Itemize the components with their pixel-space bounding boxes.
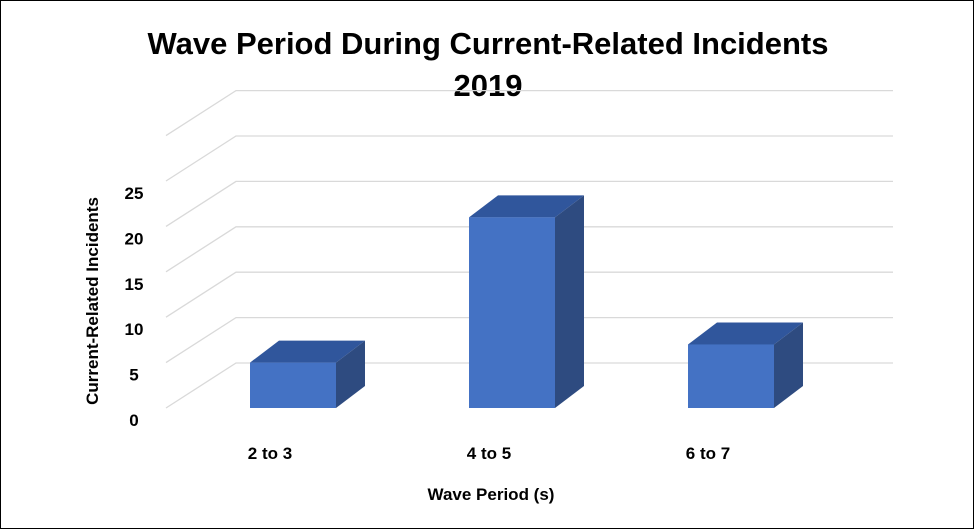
gridline [165, 226, 893, 273]
bar-top [688, 322, 803, 345]
bar-front [469, 217, 555, 408]
chart-subtitle: 2019 [453, 68, 523, 103]
x-axis-title: Wave Period (s) [428, 485, 555, 504]
y-tick-label: 20 [125, 229, 144, 248]
y-tick-label: 15 [125, 275, 144, 294]
gridline [165, 180, 893, 227]
gridline [165, 89, 893, 137]
gridline [165, 135, 893, 182]
bars [250, 195, 803, 408]
chart-title-line: Wave Period During Current-Related Incid… [147, 26, 829, 61]
gridlines [165, 89, 893, 409]
y-tick-label: 0 [129, 411, 138, 430]
chart-title: Wave Period During Current-Related Incid… [1, 23, 974, 107]
x-tick-label: 6 to 7 [686, 444, 730, 463]
bar [469, 195, 584, 408]
y-axis-ticks: 0 5 10 15 20 25 [125, 184, 144, 430]
y-axis-title: Current-Related Incidents [83, 197, 102, 405]
x-tick-label: 4 to 5 [467, 444, 511, 463]
bar-side [336, 340, 365, 408]
gridline [165, 362, 893, 409]
y-tick-label: 5 [129, 366, 138, 385]
bar [250, 340, 365, 408]
x-tick-label: 2 to 3 [248, 444, 292, 463]
x-axis-ticks: 2 to 3 4 to 5 6 to 7 [248, 444, 730, 463]
gridline [165, 271, 893, 318]
bar-front [250, 362, 336, 408]
y-tick-label: 10 [125, 320, 144, 339]
bar [688, 322, 803, 408]
gridline [165, 316, 893, 364]
bar-side [774, 322, 803, 408]
bar-front [688, 344, 774, 408]
bar-top [250, 340, 365, 363]
bar-side [555, 195, 584, 408]
y-tick-label: 25 [125, 184, 144, 203]
bar-top [469, 195, 584, 218]
